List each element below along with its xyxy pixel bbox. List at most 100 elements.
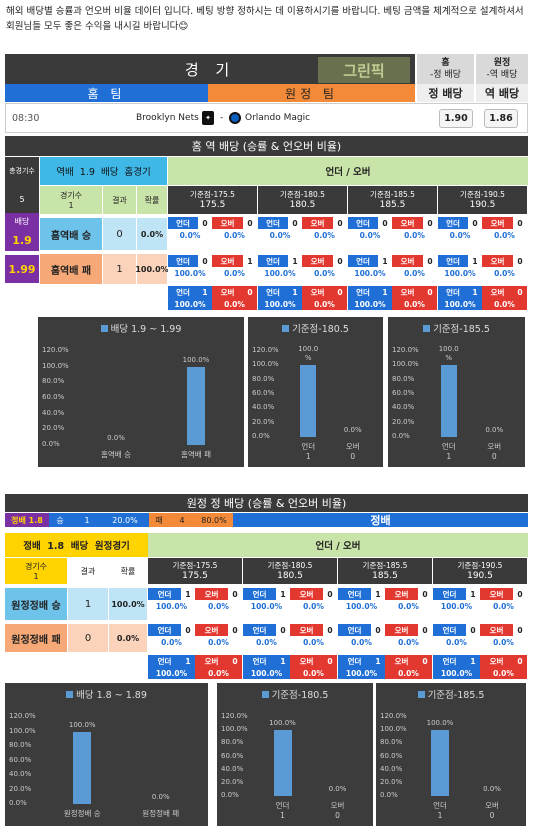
s2-under-pct: 100.0% — [243, 600, 290, 612]
y-tick-label: 20.0% — [9, 784, 32, 793]
chart-bar — [273, 730, 292, 796]
away-team-header: 원정 팀 — [208, 84, 415, 102]
s2-under-label: 언더 — [433, 588, 466, 600]
away-col-title: 원정 — [493, 58, 511, 68]
x-tick-label: 오버 — [345, 442, 360, 451]
s1-filter[interactable]: 역배 1.9 배당 홈경기 — [40, 157, 167, 185]
threshold-label: 기준점-190.5 — [457, 561, 503, 570]
y-tick-label: 20.0% — [380, 777, 403, 786]
data-label: 0.0% — [107, 434, 125, 442]
s2-under-pct: 100.0% — [148, 667, 195, 679]
s2-win-rate: 100.0% — [109, 588, 147, 620]
s2-threshold-header[interactable]: 기준점-185.5 185.5 — [338, 558, 432, 584]
s1-under-count: 1 — [288, 286, 302, 298]
chart-title-text: 배당 1.9 ~ 1.99 — [110, 324, 182, 335]
home-col-header: 홈 -정 배당 — [417, 54, 474, 84]
s2-over-label: 오버 — [385, 655, 418, 667]
legend-swatch-icon — [66, 690, 74, 698]
s2-over-label: 오버 — [385, 624, 418, 636]
threshold-value: 175.5 — [182, 571, 208, 581]
s2-summary-loss-label: 패 — [149, 513, 169, 527]
data-label: 100.0 % — [438, 345, 459, 363]
section1-title: 홈 역 배당 (승률 & 언오버 비율) — [5, 136, 528, 156]
legend-swatch-icon — [282, 324, 290, 332]
chart-title: 배당 1.8 ~ 1.89 — [5, 687, 208, 701]
chart-title: 기준점-185.5 — [388, 321, 525, 335]
s2-over-count: 0 — [228, 624, 242, 636]
s2-under-count: 1 — [466, 655, 480, 667]
s1-under-count: 0 — [198, 217, 212, 229]
s1-over-label: 오버 — [212, 217, 243, 229]
y-tick-label: 40.0% — [380, 764, 403, 773]
y-tick-label: 120.0% — [221, 712, 248, 720]
s1-under-pct: 100.0% — [258, 267, 302, 279]
y-tick-label: 60.0% — [392, 389, 415, 397]
s1-threshold-header[interactable]: 기준점-190.5 190.5 — [438, 186, 527, 214]
s2-over-pct: 0.0% — [385, 667, 432, 679]
s2-filter[interactable]: 정배 1.8 배당 원정경기 — [5, 533, 148, 557]
s1-over-count: 0 — [243, 217, 257, 229]
s1-loss-label: 홈역배 패 — [40, 254, 102, 284]
x-tick-label: 홈역배 승 — [101, 450, 131, 459]
s1-over-label: 오버 — [302, 217, 333, 229]
s1-under-label: 언더 — [348, 286, 378, 298]
chart-title-text: 기준점-180.5 — [271, 690, 329, 701]
x-tick-label: 홈역배 패 — [181, 450, 211, 459]
s1-threshold-header[interactable]: 기준점-175.5 175.5 — [168, 186, 257, 214]
s1-threshold-header[interactable]: 기준점-180.5 180.5 — [258, 186, 347, 214]
s1-over-pct: 0.0% — [212, 229, 257, 241]
s2-under-count: 0 — [466, 624, 480, 636]
s1-over-label: 오버 — [392, 286, 423, 298]
s2-over-pct: 0.0% — [195, 667, 242, 679]
s2-over-count: 0 — [228, 588, 242, 600]
data-label: 100.0% — [68, 720, 96, 729]
y-tick-label: 0.0% — [9, 799, 27, 807]
y-tick-label: 120.0% — [9, 712, 36, 720]
s1-under-label: 언더 — [168, 217, 198, 229]
s1-odds-badge-value: 1.9 — [5, 229, 39, 251]
data-label: 100.0% — [426, 719, 454, 728]
y-tick-label: 80.0% — [380, 738, 403, 747]
s2-over-count: 0 — [323, 588, 337, 600]
s1-under-count: 1 — [378, 255, 392, 267]
threshold-label: 기준점-185.5 — [370, 190, 415, 199]
count-label: 0 — [335, 811, 340, 820]
s2-threshold-header[interactable]: 기준점-190.5 190.5 — [433, 558, 527, 584]
s1-threshold-header[interactable]: 기준점-185.5 185.5 — [348, 186, 437, 214]
s1-over-count: 0 — [333, 286, 347, 298]
s1-under-label: 언더 — [168, 286, 198, 298]
s1-over-pct: 0.0% — [212, 267, 257, 279]
threshold-value: 180.5 — [277, 571, 303, 581]
s1-under-label: 언더 — [168, 255, 198, 267]
s2-win-count: 1 — [68, 588, 108, 620]
s1-under-count: 1 — [468, 255, 482, 267]
y-tick-label: 60.0% — [42, 393, 65, 401]
s1-under-label: 언더 — [438, 217, 468, 229]
section2-title: 원정 정 배당 (승률 & 언오버 비율) — [5, 494, 528, 512]
home-odds-header: 정 배당 — [417, 84, 474, 102]
s2-threshold-header[interactable]: 기준점-180.5 180.5 — [243, 558, 337, 584]
s2-loss-count: 0 — [68, 624, 108, 652]
y-tick-label: 100.0% — [221, 725, 248, 734]
legend-swatch-icon — [423, 324, 431, 332]
match-row[interactable]: 08:30 Brooklyn Nets ✦ - Orlando Magic 1.… — [5, 103, 528, 133]
s2-result-label: 결과 — [68, 558, 108, 584]
s1-over-label: 오버 — [212, 286, 243, 298]
s1-over-count: 0 — [513, 217, 527, 229]
count-label: 1 — [305, 452, 311, 461]
s2-games-count: 1 — [33, 572, 39, 581]
s1-under-label: 언더 — [258, 255, 288, 267]
away-odds-button[interactable]: 1.86 — [484, 109, 518, 128]
s2-under-count: 1 — [276, 655, 290, 667]
s2-under-label: 언더 — [148, 588, 181, 600]
s1-under-label: 언더 — [348, 217, 378, 229]
s1-under-count: 0 — [288, 217, 302, 229]
s1-over-label: 오버 — [482, 217, 513, 229]
s1-over-count: 0 — [243, 286, 257, 298]
home-odds-button[interactable]: 1.90 — [439, 109, 473, 128]
s1-rate-label: 확률 — [137, 186, 167, 214]
y-tick-label: 0.0% — [392, 432, 410, 440]
s2-under-label: 언더 — [243, 655, 276, 667]
s2-threshold-header[interactable]: 기준점-175.5 175.5 — [148, 558, 242, 584]
chart-title-text: 기준점-185.5 — [433, 324, 490, 335]
